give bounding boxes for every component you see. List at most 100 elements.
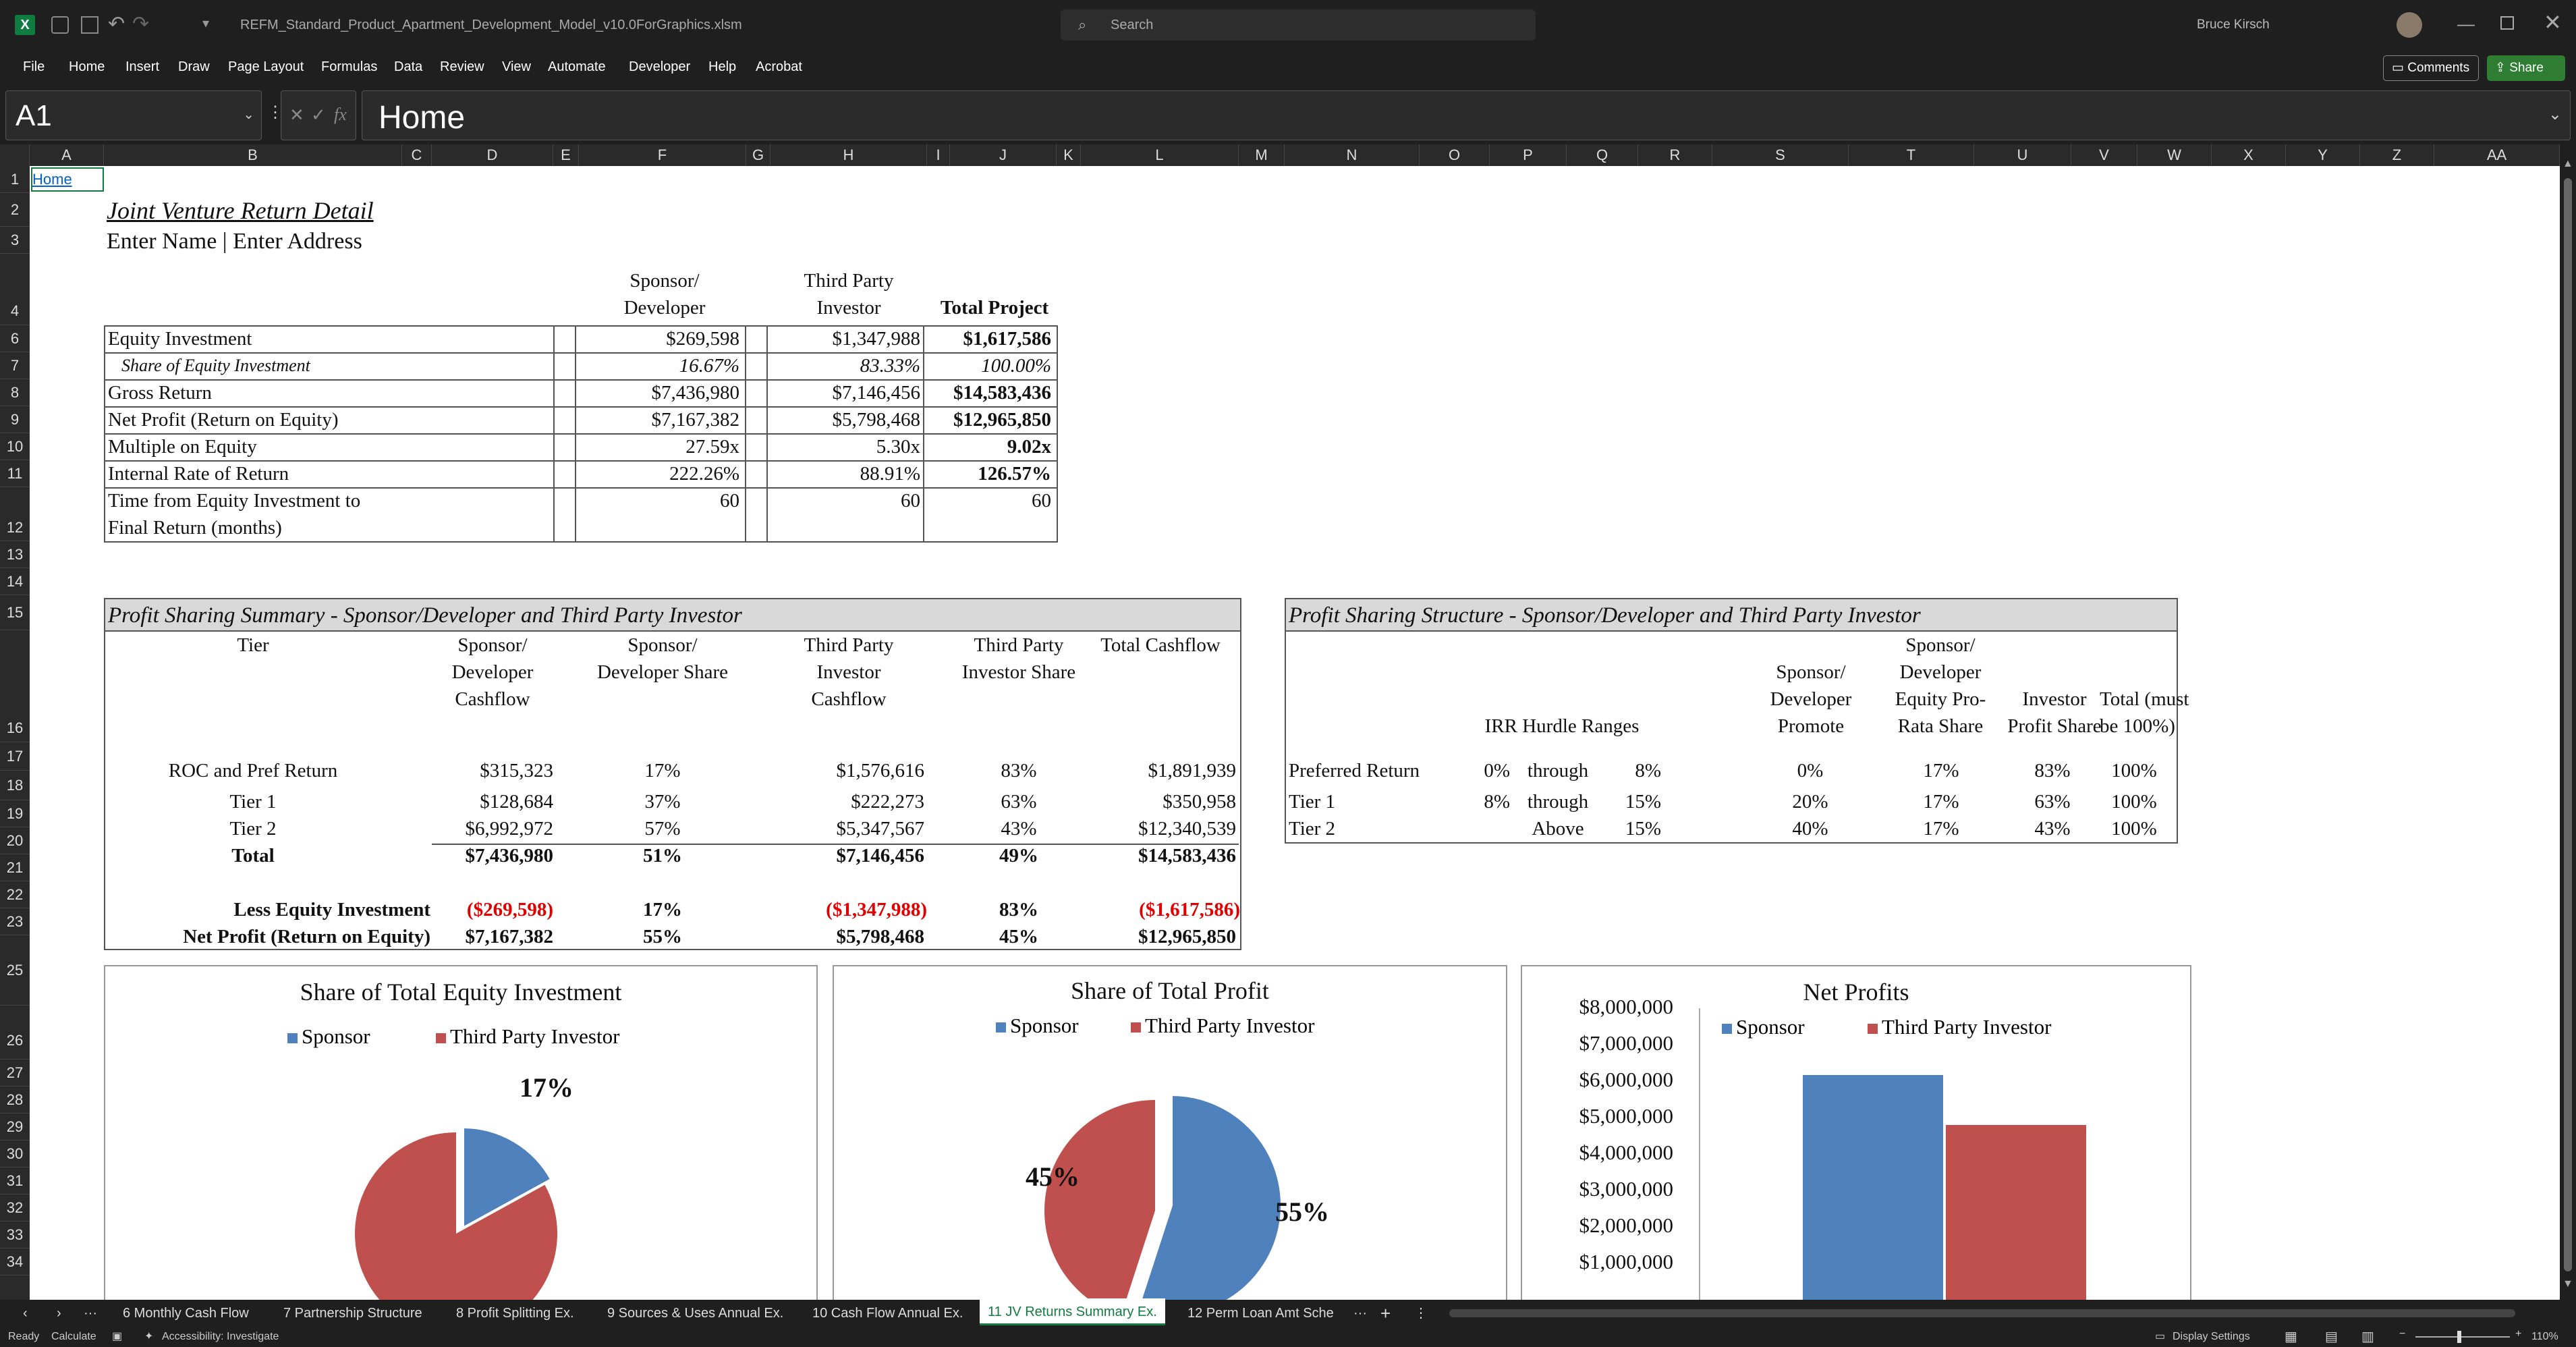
- tab-developer[interactable]: Developer: [629, 59, 691, 74]
- row-header[interactable]: 13: [0, 541, 30, 568]
- row-header[interactable]: 32: [0, 1194, 30, 1221]
- row-header[interactable]: 21: [0, 854, 30, 881]
- share-button[interactable]: ⇪ Share: [2487, 55, 2565, 81]
- row-header[interactable]: 7: [0, 352, 30, 379]
- close-icon[interactable]: ✕: [2544, 10, 2562, 34]
- psum-cell[interactable]: $1,576,616: [836, 760, 925, 781]
- row-header[interactable]: 28: [0, 1087, 30, 1114]
- tab-file[interactable]: File: [23, 59, 45, 74]
- row-header[interactable]: 31: [0, 1167, 30, 1194]
- excel-logo-icon[interactable]: X: [15, 15, 35, 35]
- column-header[interactable]: P: [1490, 144, 1567, 166]
- sheet-tab[interactable]: 8 Profit Splitting Ex.: [456, 1306, 574, 1321]
- column-header[interactable]: F: [579, 144, 746, 166]
- accessibility-icon[interactable]: ✦: [144, 1331, 154, 1342]
- autosave-icon[interactable]: [51, 16, 69, 34]
- pstruct-cell[interactable]: 15%: [1625, 818, 1661, 840]
- psum-cell[interactable]: $7,167,382: [465, 926, 554, 947]
- row-header[interactable]: 12: [0, 487, 30, 541]
- row-header[interactable]: 26: [0, 1006, 30, 1060]
- column-header[interactable]: R: [1638, 144, 1712, 166]
- row-header[interactable]: 17: [0, 742, 30, 771]
- cell-gross-sponsor[interactable]: $7,436,980: [651, 382, 740, 404]
- customize-toolbar-icon[interactable]: ▾: [202, 16, 210, 31]
- column-header[interactable]: B: [104, 144, 402, 166]
- column-header[interactable]: O: [1420, 144, 1490, 166]
- minimize-icon[interactable]: —: [2457, 13, 2475, 34]
- comments-button[interactable]: ▭ Comments: [2383, 55, 2479, 81]
- equity-share-pie-chart[interactable]: Share of Total Equity Investment Sponsor…: [104, 965, 818, 1300]
- pstruct-cell[interactable]: 40%: [1792, 818, 1828, 840]
- cell-share-investor[interactable]: 83.33%: [860, 355, 920, 377]
- column-header[interactable]: A: [30, 144, 104, 166]
- tab-scroll-right-icon[interactable]: ›: [57, 1306, 61, 1321]
- cell-net-sponsor[interactable]: $7,167,382: [651, 409, 740, 431]
- cell-time-total[interactable]: 60: [1032, 490, 1051, 512]
- select-all-corner[interactable]: [0, 144, 30, 166]
- status-calculate[interactable]: Calculate: [51, 1331, 96, 1342]
- cell-net-total[interactable]: $12,965,850: [953, 409, 1051, 431]
- tab-data[interactable]: Data: [394, 59, 423, 74]
- cell-irr-investor[interactable]: 88.91%: [860, 463, 920, 485]
- cell-equity-sponsor[interactable]: $269,598: [666, 328, 739, 350]
- name-box[interactable]: A1 ⌄: [5, 90, 262, 140]
- cell-time-sponsor[interactable]: 60: [720, 490, 739, 512]
- page-layout-view-icon[interactable]: ▤: [2325, 1329, 2338, 1344]
- psum-cell[interactable]: $6,992,972: [465, 818, 554, 840]
- column-header[interactable]: H: [771, 144, 927, 166]
- column-header[interactable]: Q: [1567, 144, 1638, 166]
- column-header[interactable]: Y: [2286, 144, 2360, 166]
- psum-cell[interactable]: 55%: [643, 926, 682, 947]
- cell-gross-investor[interactable]: $7,146,456: [832, 382, 921, 404]
- zoom-slider[interactable]: [2415, 1336, 2510, 1338]
- tab-acrobat[interactable]: Acrobat: [756, 59, 802, 74]
- psum-cell[interactable]: $12,340,539: [1138, 818, 1236, 840]
- column-header[interactable]: J: [950, 144, 1057, 166]
- profit-share-pie-chart[interactable]: Share of Total Profit Sponsor Third Part…: [833, 965, 1507, 1300]
- row-header[interactable]: 10: [0, 433, 30, 460]
- column-header[interactable]: S: [1712, 144, 1849, 166]
- psum-cell[interactable]: 37%: [644, 791, 681, 813]
- psum-cell[interactable]: $1,891,939: [1148, 760, 1237, 781]
- psum-cell[interactable]: 17%: [644, 760, 681, 781]
- row-header[interactable]: 8: [0, 379, 30, 406]
- pstruct-cell[interactable]: 17%: [1923, 818, 1959, 840]
- scroll-up-icon[interactable]: ▲: [2563, 158, 2573, 169]
- row-header[interactable]: 4: [0, 254, 30, 325]
- cell-share-total[interactable]: 100.00%: [981, 355, 1051, 377]
- pstruct-cell[interactable]: 8%: [1484, 791, 1510, 813]
- psum-cell[interactable]: 63%: [1001, 791, 1037, 813]
- row-header[interactable]: 22: [0, 881, 30, 908]
- pstruct-cell[interactable]: 0%: [1484, 760, 1510, 781]
- display-settings[interactable]: Display Settings: [2173, 1331, 2250, 1342]
- add-sheet-icon[interactable]: +: [1380, 1303, 1391, 1323]
- psum-cell[interactable]: 45%: [999, 926, 1038, 947]
- macro-icon[interactable]: ▣: [112, 1331, 123, 1342]
- save-icon[interactable]: [81, 16, 99, 34]
- display-settings-icon[interactable]: ▭: [2155, 1331, 2166, 1342]
- column-header[interactable]: C: [402, 144, 432, 166]
- sheet-tab[interactable]: 10 Cash Flow Annual Ex.: [812, 1306, 963, 1321]
- column-header[interactable]: M: [1239, 144, 1285, 166]
- cell-irr-sponsor[interactable]: 222.26%: [669, 463, 739, 485]
- column-header[interactable]: W: [2137, 144, 2212, 166]
- tab-automate[interactable]: Automate: [548, 59, 606, 74]
- zoom-level[interactable]: 110%: [2531, 1331, 2558, 1342]
- net-profits-bar-chart[interactable]: Net Profits Sponsor Third Party Investor…: [1521, 965, 2191, 1300]
- worksheet-grid[interactable]: Home Joint Venture Return Detail Enter N…: [30, 166, 2560, 1300]
- pie-slice-investor[interactable]: [355, 1132, 557, 1300]
- row-header[interactable]: 29: [0, 1114, 30, 1140]
- cell-net-investor[interactable]: $5,798,468: [832, 409, 921, 431]
- psum-cell[interactable]: $7,146,456: [836, 845, 925, 867]
- pstruct-cell[interactable]: 17%: [1923, 791, 1959, 813]
- row-header[interactable]: 2: [0, 193, 30, 227]
- row-header[interactable]: 9: [0, 406, 30, 433]
- column-header[interactable]: V: [2071, 144, 2137, 166]
- row-header[interactable]: 34: [0, 1248, 30, 1275]
- psum-cell[interactable]: $222,273: [851, 791, 924, 813]
- cell-irr-total[interactable]: 126.57%: [978, 463, 1051, 485]
- tab-view[interactable]: View: [502, 59, 531, 74]
- chevron-down-icon[interactable]: ⌄: [243, 107, 254, 122]
- column-header[interactable]: I: [927, 144, 950, 166]
- horizontal-scrollbar[interactable]: [1449, 1309, 2515, 1317]
